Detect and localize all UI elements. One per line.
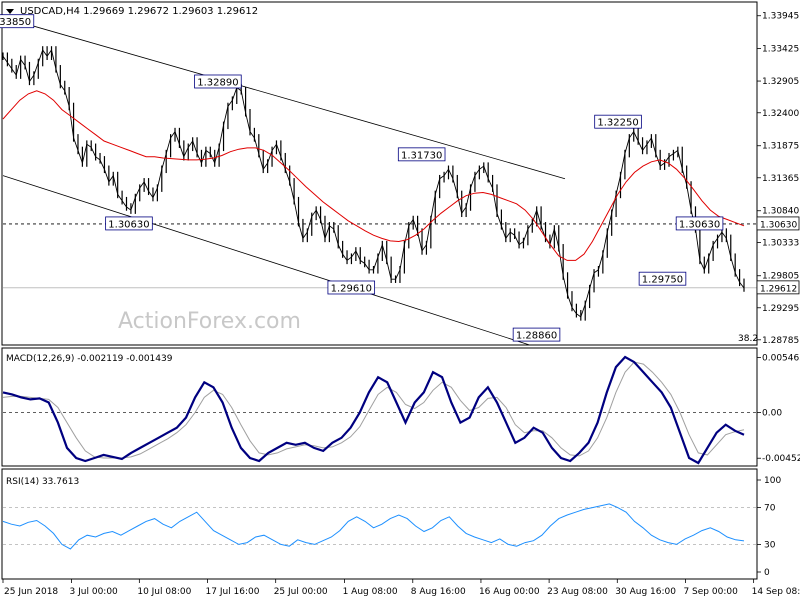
price-annotation-box (105, 216, 153, 231)
price-annotation-box (194, 74, 242, 89)
price-y-tick-label: 1.30333 (762, 239, 799, 249)
x-tick-label: 16 Aug 00:00 (479, 587, 540, 597)
macd-label: MACD(12,26,9) -0.002119 -0.001439 (6, 354, 173, 364)
x-tick-label: 1 Aug 08:00 (343, 587, 398, 597)
rsi-y-tick-label: 30 (764, 540, 776, 550)
price-annotation-box (675, 216, 724, 231)
macd-panel-frame (1, 347, 758, 467)
rsi-y-tick-label: 70 (764, 504, 776, 514)
fib-label: 38.2 (738, 334, 758, 344)
price-layer: 1.33850 1.32890 1.30630 1.31730 1.29610 1.288… (0, 12, 799, 346)
rsi-layer: 100 70 30 0 (2, 476, 781, 578)
price-annotation-box (0, 14, 35, 29)
macd-y-tick-label: 0.00 (762, 409, 782, 419)
x-tick-label: 23 Aug 08:00 (547, 587, 608, 597)
x-tick-label: 30 Aug 16:00 (615, 587, 676, 597)
x-tick-label: 3 Jul 00:00 (70, 587, 119, 597)
price-y-tick-label: 1.32905 (762, 77, 799, 87)
macd-signal-line (2, 361, 745, 459)
price-annotation-box (512, 327, 561, 342)
rsi-y-tick-label: 100 (764, 476, 781, 486)
level-axis-box (756, 216, 800, 231)
x-tick-label: 17 Jul 16:00 (206, 587, 260, 597)
price-annotation-label: 1.31730 (401, 150, 442, 161)
price-annotation-label: 1.33850 (0, 17, 31, 28)
moving-average-line (2, 90, 745, 261)
x-tick-label: 7 Sep 00:00 (683, 587, 738, 597)
price-panel-frame (1, 1, 758, 346)
price-y-tick-label: 1.29805 (762, 272, 799, 282)
channel-lower-line (2, 175, 531, 346)
price-annotation-label: 1.30630 (108, 219, 149, 230)
price-y-tick-label: 1.29295 (762, 304, 799, 314)
price-y-tick-label: 1.28785 (762, 336, 799, 346)
rsi-line (2, 503, 745, 550)
macd-y-tick-label: -0.004527 (762, 454, 800, 464)
price-y-tick-label: 1.33425 (762, 44, 799, 54)
price-y-tick-label: 1.32400 (762, 109, 799, 119)
x-tick-label: 14 Sep 08:00 (752, 587, 800, 597)
price-annotation-label: 1.29610 (331, 283, 372, 294)
price-y-tick-label: 1.31875 (762, 142, 799, 152)
macd-y-tick-label: 0.005465 (762, 353, 800, 363)
x-tick-label: 10 Jul 08:00 (137, 587, 191, 597)
watermark: ActionForex.com (118, 309, 301, 334)
rsi-y-tick-label: 0 (764, 568, 770, 578)
price-annotation-box (327, 280, 376, 295)
price-annotation-label: 1.30630 (679, 219, 720, 230)
current-price-axis-label: 1.29612 (760, 284, 797, 294)
price-y-tick-label: 1.31365 (762, 174, 799, 184)
price-annotation-box (594, 114, 642, 129)
x-tick-label: 25 Jul 00:00 (274, 587, 328, 597)
price-y-tick-label: 1.30840 (762, 207, 799, 217)
price-line (2, 48, 745, 318)
rsi-panel-frame (1, 468, 758, 580)
price-annotation-label: 1.32890 (197, 77, 238, 88)
level-axis-label: 1.30630 (760, 220, 797, 230)
macd-layer: 0.005465 0.00 -0.004527 (2, 353, 800, 465)
price-annotation-label: 1.28860 (516, 331, 557, 342)
price-annotation-label: 1.29750 (642, 275, 683, 286)
macd-line (2, 355, 745, 465)
x-axis: 25 Jun 2018 3 Jul 00:00 10 Jul 08:00 17 Jul… (2, 579, 800, 597)
dropdown-triangle-icon[interactable] (6, 9, 14, 14)
rsi-label: RSI(14) 33.7613 (6, 477, 79, 487)
symbol-header: USDCAD,H4 1.29669 1.29672 1.29603 1.2961… (20, 6, 258, 17)
current-price-axis-box (756, 280, 800, 295)
x-tick-label: 8 Aug 16:00 (411, 587, 466, 597)
x-tick-label: 25 Jun 2018 (4, 587, 58, 597)
price-annotation-label: 1.32250 (597, 118, 638, 129)
price-annotation-box (638, 271, 687, 286)
price-annotation-box (397, 147, 446, 162)
price-y-tick-label: 1.33945 (762, 12, 799, 22)
channel-upper-line (2, 16, 566, 180)
